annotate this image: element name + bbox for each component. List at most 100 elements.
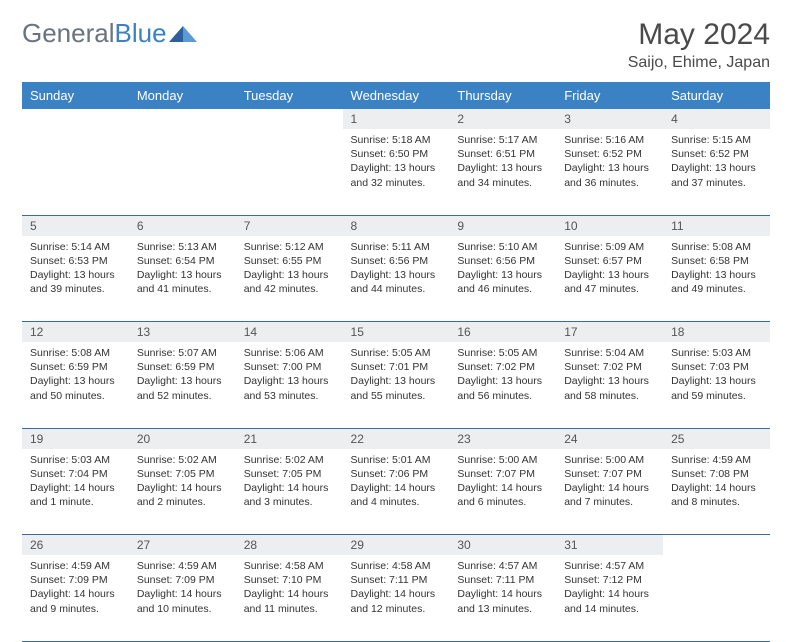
day-number: 4 [663,109,770,129]
day-cell [129,129,236,215]
day-header-row: Sunday Monday Tuesday Wednesday Thursday… [22,82,770,109]
day1-text: Daylight: 14 hours [30,587,121,601]
sunrise-text: Sunrise: 5:02 AM [137,453,228,467]
day-number: 29 [343,535,450,556]
sunrise-text: Sunrise: 5:08 AM [30,346,121,360]
day-header: Tuesday [236,82,343,109]
day2-text: and 47 minutes. [564,282,655,296]
content-row: Sunrise: 5:08 AM Sunset: 6:59 PM Daylight:… [22,342,770,428]
day-number: 26 [22,535,129,556]
sunset-text: Sunset: 7:11 PM [351,573,442,587]
sunset-text: Sunset: 7:05 PM [137,467,228,481]
day-number: 3 [556,109,663,129]
sunset-text: Sunset: 6:52 PM [671,147,762,161]
day-number: 20 [129,428,236,449]
day-cell: Sunrise: 5:12 AMSunset: 6:55 PMDaylight:… [236,236,343,322]
day-number: 25 [663,428,770,449]
day-cell: Sunrise: 5:13 AMSunset: 6:54 PMDaylight:… [129,236,236,322]
day1-text: Daylight: 13 hours [351,161,442,175]
sunrise-text: Sunrise: 5:01 AM [351,453,442,467]
day-cell: Sunrise: 5:05 AMSunset: 7:02 PMDaylight:… [449,342,556,428]
sunrise-text: Sunrise: 5:12 AM [244,240,335,254]
sunrise-text: Sunrise: 5:17 AM [457,133,548,147]
sunset-text: Sunset: 6:53 PM [30,254,121,268]
day-cell: Sunrise: 5:00 AMSunset: 7:07 PMDaylight:… [556,449,663,535]
logo: GeneralBlue [22,18,197,49]
sunset-text: Sunset: 7:07 PM [457,467,548,481]
day-cell: Sunrise: 4:59 AMSunset: 7:09 PMDaylight:… [129,555,236,641]
day1-text: Daylight: 13 hours [457,374,548,388]
daynum-row: 19202122232425 [22,428,770,449]
logo-mark-icon [169,18,197,49]
day-cell: Sunrise: 5:16 AMSunset: 6:52 PMDaylight:… [556,129,663,215]
sunset-text: Sunset: 7:10 PM [244,573,335,587]
sunset-text: Sunset: 7:05 PM [244,467,335,481]
day-number: 8 [343,215,450,236]
day-cell: Sunrise: 4:59 AMSunset: 7:09 PMDaylight:… [22,555,129,641]
sunset-text: Sunset: 6:56 PM [457,254,548,268]
sunrise-text: Sunrise: 4:58 AM [351,559,442,573]
day-cell: Sunrise: 4:59 AMSunset: 7:08 PMDaylight:… [663,449,770,535]
title-block: May 2024 Saijo, Ehime, Japan [628,18,770,72]
sunset-text: Sunset: 6:59 PM [137,360,228,374]
day1-text: Daylight: 14 hours [351,481,442,495]
sunset-text: Sunset: 6:56 PM [351,254,442,268]
sunset-text: Sunset: 6:54 PM [137,254,228,268]
day2-text: and 6 minutes. [457,495,548,509]
sunset-text: Sunset: 7:07 PM [564,467,655,481]
day-cell: Sunrise: 5:03 AMSunset: 7:04 PMDaylight:… [22,449,129,535]
day2-text: and 32 minutes. [351,176,442,190]
day-number: 27 [129,535,236,556]
day1-text: Daylight: 13 hours [137,268,228,282]
day2-text: and 58 minutes. [564,389,655,403]
day2-text: and 56 minutes. [457,389,548,403]
daynum-row: 12131415161718 [22,322,770,343]
day-number: 2 [449,109,556,129]
day1-text: Daylight: 14 hours [244,587,335,601]
sunrise-text: Sunrise: 5:05 AM [351,346,442,360]
day1-text: Daylight: 13 hours [564,161,655,175]
day-number: 7 [236,215,343,236]
day-cell: Sunrise: 4:58 AMSunset: 7:10 PMDaylight:… [236,555,343,641]
day2-text: and 49 minutes. [671,282,762,296]
sunrise-text: Sunrise: 5:18 AM [351,133,442,147]
sunrise-text: Sunrise: 4:59 AM [671,453,762,467]
sunset-text: Sunset: 6:55 PM [244,254,335,268]
day-number: 11 [663,215,770,236]
day2-text: and 4 minutes. [351,495,442,509]
sunrise-text: Sunrise: 5:09 AM [564,240,655,254]
day1-text: Daylight: 13 hours [457,268,548,282]
content-row: Sunrise: 4:59 AMSunset: 7:09 PMDaylight:… [22,555,770,641]
day-header: Sunday [22,82,129,109]
day-number: 5 [22,215,129,236]
day1-text: Daylight: 13 hours [564,268,655,282]
day-cell: Sunrise: 4:57 AMSunset: 7:12 PMDaylight:… [556,555,663,641]
day-cell [236,129,343,215]
day1-text: Daylight: 14 hours [457,481,548,495]
sunrise-text: Sunrise: 5:04 AM [564,346,655,360]
day1-text: Daylight: 13 hours [30,268,121,282]
daynum-row: 262728293031 [22,535,770,556]
day2-text: and 13 minutes. [457,602,548,616]
day2-text: and 55 minutes. [351,389,442,403]
day1-text: Daylight: 13 hours [457,161,548,175]
sunrise-text: Sunrise: 5:03 AM [671,346,762,360]
day1-text: Daylight: 14 hours [137,587,228,601]
day2-text: and 36 minutes. [564,176,655,190]
day2-text: and 37 minutes. [671,176,762,190]
day1-text: Daylight: 14 hours [351,587,442,601]
sunrise-text: Sunrise: 4:58 AM [244,559,335,573]
day-cell [663,555,770,641]
sunrise-text: Sunrise: 5:05 AM [457,346,548,360]
day1-text: Daylight: 13 hours [671,268,762,282]
sunset-text: Sunset: 6:52 PM [564,147,655,161]
day-cell [22,129,129,215]
day1-text: Daylight: 13 hours [30,374,121,388]
sunrise-text: Sunrise: 4:59 AM [137,559,228,573]
day-cell: Sunrise: 5:05 AMSunset: 7:01 PMDaylight:… [343,342,450,428]
day2-text: and 59 minutes. [671,389,762,403]
day-number: 16 [449,322,556,343]
day1-text: Daylight: 14 hours [671,481,762,495]
day-number: 28 [236,535,343,556]
sunrise-text: Sunrise: 4:59 AM [30,559,121,573]
